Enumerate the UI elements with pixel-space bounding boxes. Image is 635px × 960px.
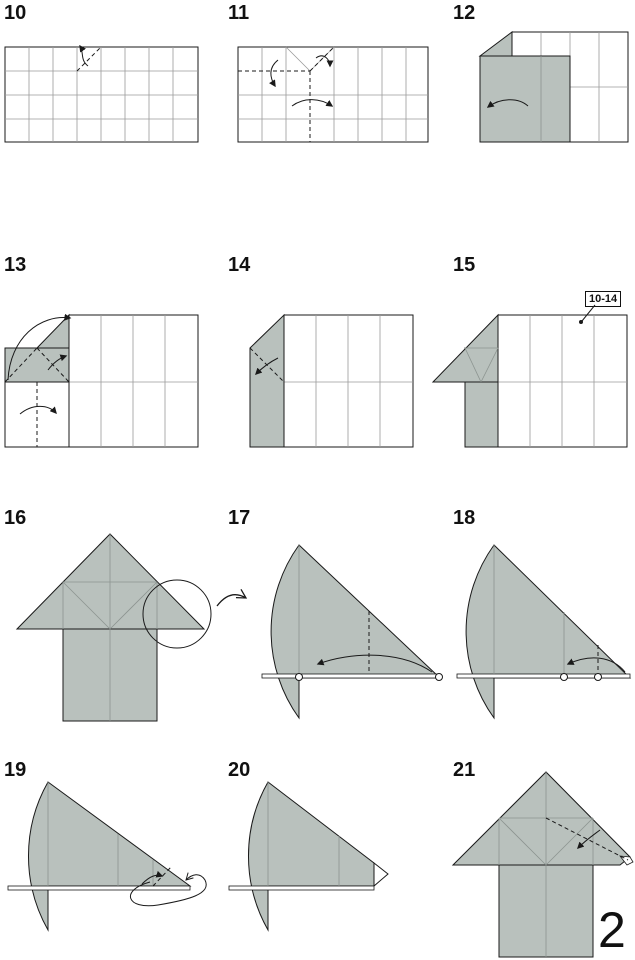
step-19-creases <box>47 782 154 886</box>
step-13-diagram <box>4 313 199 448</box>
reference-label: 10-14 <box>585 291 622 307</box>
step-18-creases <box>493 545 565 674</box>
step-19-shape <box>27 781 192 932</box>
step-number-14: 14 <box>228 254 251 276</box>
step-21-head <box>451 771 631 866</box>
step-18-shape <box>465 544 632 720</box>
step-number-19: 19 <box>4 759 27 781</box>
step-13-arrow-big-arc <box>7 313 72 381</box>
step-13-colored-band <box>4 347 70 383</box>
step-15-reference-leader <box>581 304 596 322</box>
step-11-creases <box>238 46 428 142</box>
step-18-fold-arrow <box>566 657 626 673</box>
step-12-diagram <box>478 31 629 143</box>
step-14-diagram <box>249 313 414 448</box>
step-13-triangle-flap <box>35 313 70 349</box>
step-11-diagram <box>237 46 429 143</box>
step-11-valley-folds <box>238 46 335 142</box>
step-11-arrow-right <box>291 99 334 107</box>
step-15-diagram <box>431 304 628 448</box>
step-16-creases <box>62 534 158 721</box>
step-18-white-edge <box>456 673 631 679</box>
step-number-10: 10 <box>4 2 27 24</box>
step-11-paper <box>237 46 429 143</box>
step-11-arrow-corner <box>315 55 334 68</box>
step-17-white-edge <box>261 673 441 679</box>
step-number-17: 17 <box>228 507 251 529</box>
step-14-colored-strip <box>249 313 285 448</box>
step-20-white-tip <box>373 861 389 888</box>
step-14-paper <box>283 314 414 448</box>
step-20-white-edge <box>228 885 375 891</box>
step-number-11: 11 <box>228 2 250 24</box>
step-21-fold-arrow <box>577 829 601 849</box>
step-12-folded-flap <box>478 31 513 57</box>
step-10-paper <box>4 46 199 143</box>
step-19-white-edge <box>7 885 191 891</box>
step-16-zoom-arrow <box>216 588 248 607</box>
step-20-shape <box>247 781 375 932</box>
step-15-flap-creases <box>464 347 499 383</box>
step-11-arrow-down <box>269 59 279 88</box>
step-18-point-a <box>560 673 568 681</box>
step-10-creases <box>5 47 198 142</box>
step-18-diagram <box>456 544 632 720</box>
step-21-white-tip <box>619 855 634 866</box>
step-13-arrow-bottom <box>19 405 57 415</box>
step-17-shape <box>270 544 442 720</box>
step-16-detail-circle <box>142 579 212 649</box>
step-number-16: 16 <box>4 507 27 529</box>
step-17-diagram <box>261 544 443 720</box>
page-number: 2 <box>598 902 626 958</box>
step-15-creases <box>498 315 627 447</box>
step-19-arrow-loop <box>130 872 207 907</box>
step-15-paper <box>497 314 628 448</box>
step-17-point-a <box>295 673 303 681</box>
step-13-creases <box>69 315 198 447</box>
step-21-creases <box>498 772 594 957</box>
step-number-21: 21 <box>453 759 476 781</box>
step-20-creases <box>267 782 340 886</box>
step-number-18: 18 <box>453 507 476 529</box>
step-13-paper <box>68 314 199 448</box>
step-17-fold-arrow <box>316 654 433 673</box>
step-14-fold-arrow <box>255 357 279 375</box>
step-19-arrow-in <box>141 870 164 885</box>
step-16-head <box>15 533 206 630</box>
step-10-fold-arrow <box>79 44 89 67</box>
step-12-fold-arrow <box>486 99 529 108</box>
step-21-diagram <box>451 771 634 958</box>
step-17-point-b <box>435 673 443 681</box>
step-10-valley-fold <box>76 46 102 72</box>
step-15-reference-dot <box>579 320 583 324</box>
step-number-12: 12 <box>453 2 476 24</box>
step-20-diagram <box>228 781 389 932</box>
step-10-diagram <box>4 44 199 143</box>
step-number-15: 15 <box>453 254 476 276</box>
step-19-diagram <box>7 781 207 932</box>
step-19-valley-fold <box>152 865 173 887</box>
step-number-13: 13 <box>4 254 27 276</box>
step-18-point-b <box>594 673 602 681</box>
step-14-creases <box>284 315 413 447</box>
step-12-colored-panel <box>479 55 571 143</box>
step-13-arrow-small <box>47 354 68 371</box>
step-16-diagram <box>15 533 248 722</box>
step-number-20: 20 <box>228 759 251 781</box>
step-21-valley-fold <box>545 817 629 861</box>
